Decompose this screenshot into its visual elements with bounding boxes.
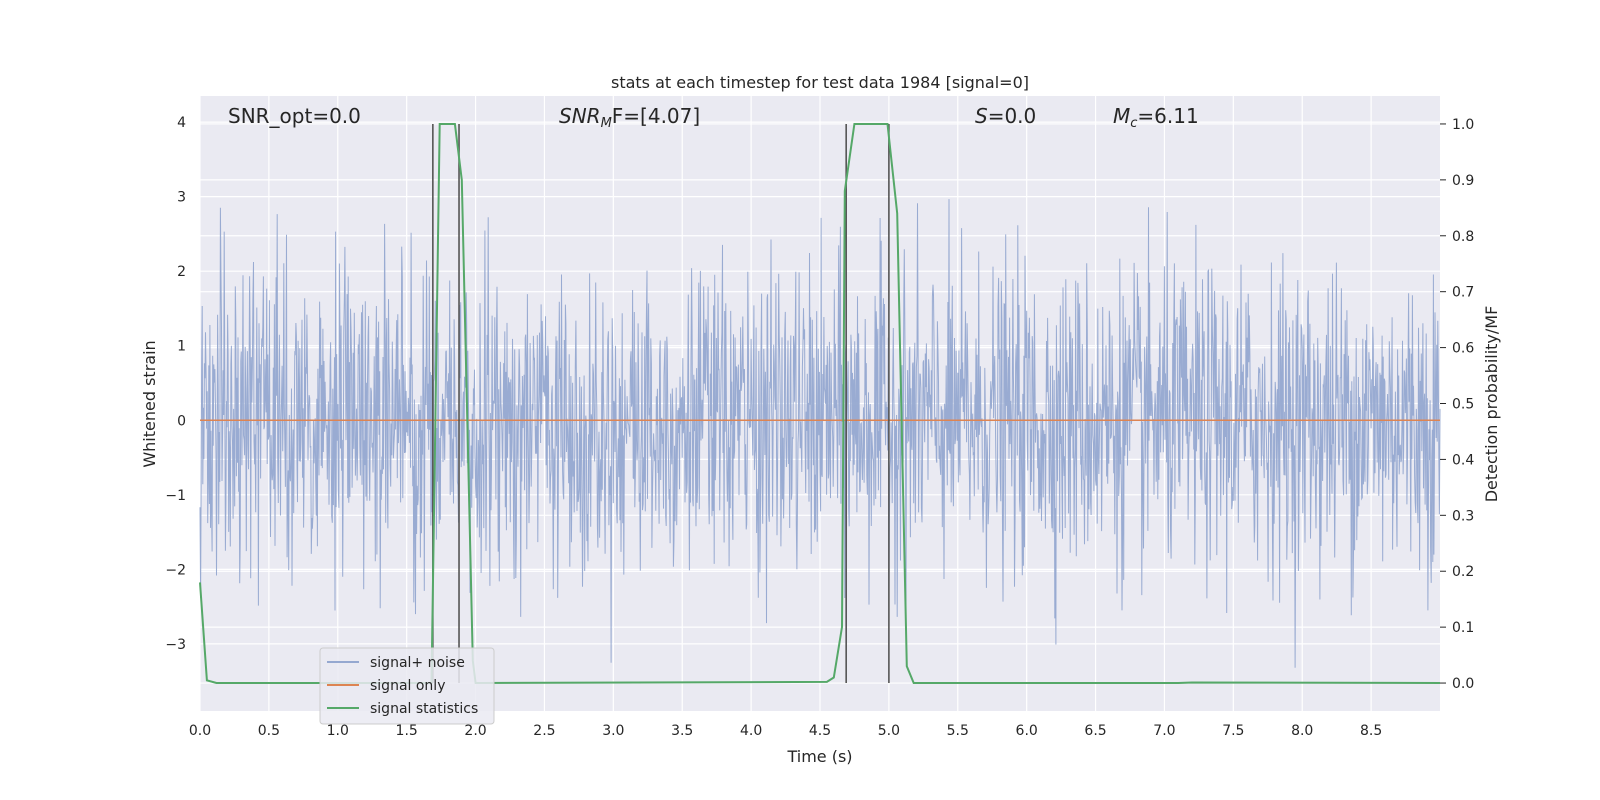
x-tick-label: 3.0 (602, 723, 624, 739)
y2-tick-label: 0.3 (1452, 508, 1474, 524)
x-tick-label: 4.0 (740, 723, 762, 739)
x-tick-label: 4.5 (809, 723, 831, 739)
y2-tick-label: 0.9 (1452, 173, 1474, 189)
x-tick-label: 7.0 (1153, 723, 1175, 739)
snr-mf-symbol: SNR (559, 104, 601, 128)
x-tick-label: 6.5 (1084, 723, 1106, 739)
s-value: =0.0 (988, 104, 1037, 128)
signal-noise-series (199, 199, 1441, 668)
y2-tick-label: 0.2 (1452, 564, 1474, 580)
signal-statistics-line (199, 123, 1441, 685)
x-tick-label: 2.5 (533, 723, 555, 739)
x-tick-label: 3.5 (671, 723, 693, 739)
x-tick-label: 0.5 (258, 723, 280, 739)
legend: signal+ noise signal only signal statist… (319, 647, 495, 725)
chart-title: stats at each timestep for test data 198… (611, 73, 1029, 92)
y-tick-label: 3 (177, 190, 186, 206)
y2-tick-label: 0.7 (1452, 285, 1474, 301)
signal-noise-line (199, 199, 1441, 668)
y2-tick-label: 0.0 (1452, 676, 1474, 692)
x-tick-label: 7.5 (1222, 723, 1244, 739)
signal-statistics-series (199, 123, 1441, 685)
y-tick-label: −3 (165, 637, 186, 653)
y-tick-label: 1 (177, 339, 186, 355)
x-tick-label: 5.0 (878, 723, 900, 739)
x-tick-label: 2.0 (464, 723, 486, 739)
legend-label-signal: signal only (370, 678, 445, 694)
x-tick-label: 8.5 (1360, 723, 1382, 739)
y-axis-title: Whitened strain (140, 340, 159, 467)
snr-mf-annotation: SNRMF=[4.07] (559, 104, 700, 131)
snr-mf-value: F=[4.07] (612, 104, 700, 128)
y2-tick-label: 1.0 (1452, 117, 1474, 133)
tick-labels: 0.0 0.5 1.0 1.5 2.0 2.5 3.0 3.5 4.0 4.5 5.0 5.5 6.0 6… (165, 115, 1474, 739)
mc-value: =6.11 (1137, 104, 1198, 128)
y2-tick-label: 0.6 (1452, 341, 1474, 357)
s-annotation: S=0.0 (975, 104, 1036, 128)
y-tick-label: 0 (177, 413, 186, 429)
x-tick-label: 0.0 (189, 723, 211, 739)
x-tick-label: 8.0 (1291, 723, 1313, 739)
x-tick-label: 5.5 (947, 723, 969, 739)
legend-box (319, 647, 495, 725)
y2-tick-label: 0.1 (1452, 620, 1474, 636)
y-tick-label: −2 (165, 562, 186, 578)
s-symbol: S (975, 104, 988, 128)
snr-opt-annotation: SNR_opt=0.0 (228, 104, 361, 128)
y2-tick-label: 0.8 (1452, 229, 1474, 245)
y-tick-label: −1 (165, 488, 186, 504)
x-axis-title: Time (s) (786, 747, 852, 766)
y2-axis-title: Detection probability/MF (1482, 306, 1501, 503)
x-tick-label: 6.0 (1016, 723, 1038, 739)
y-tick-label: 4 (177, 115, 186, 131)
y2-tick-label: 0.5 (1452, 397, 1474, 413)
mc-symbol: M (1113, 104, 1130, 128)
mc-subscript: c (1130, 116, 1137, 131)
mc-annotation: Mc=6.11 (1113, 104, 1199, 131)
x-tick-label: 1.5 (396, 723, 418, 739)
y-tick-label: 2 (177, 264, 186, 280)
legend-label-noise: signal+ noise (370, 655, 465, 671)
y2-tick-label: 0.4 (1452, 452, 1474, 468)
x-tick-label: 1.0 (327, 723, 349, 739)
snr-mf-subscript: M (601, 116, 612, 131)
legend-label-stats: signal statistics (370, 701, 478, 717)
